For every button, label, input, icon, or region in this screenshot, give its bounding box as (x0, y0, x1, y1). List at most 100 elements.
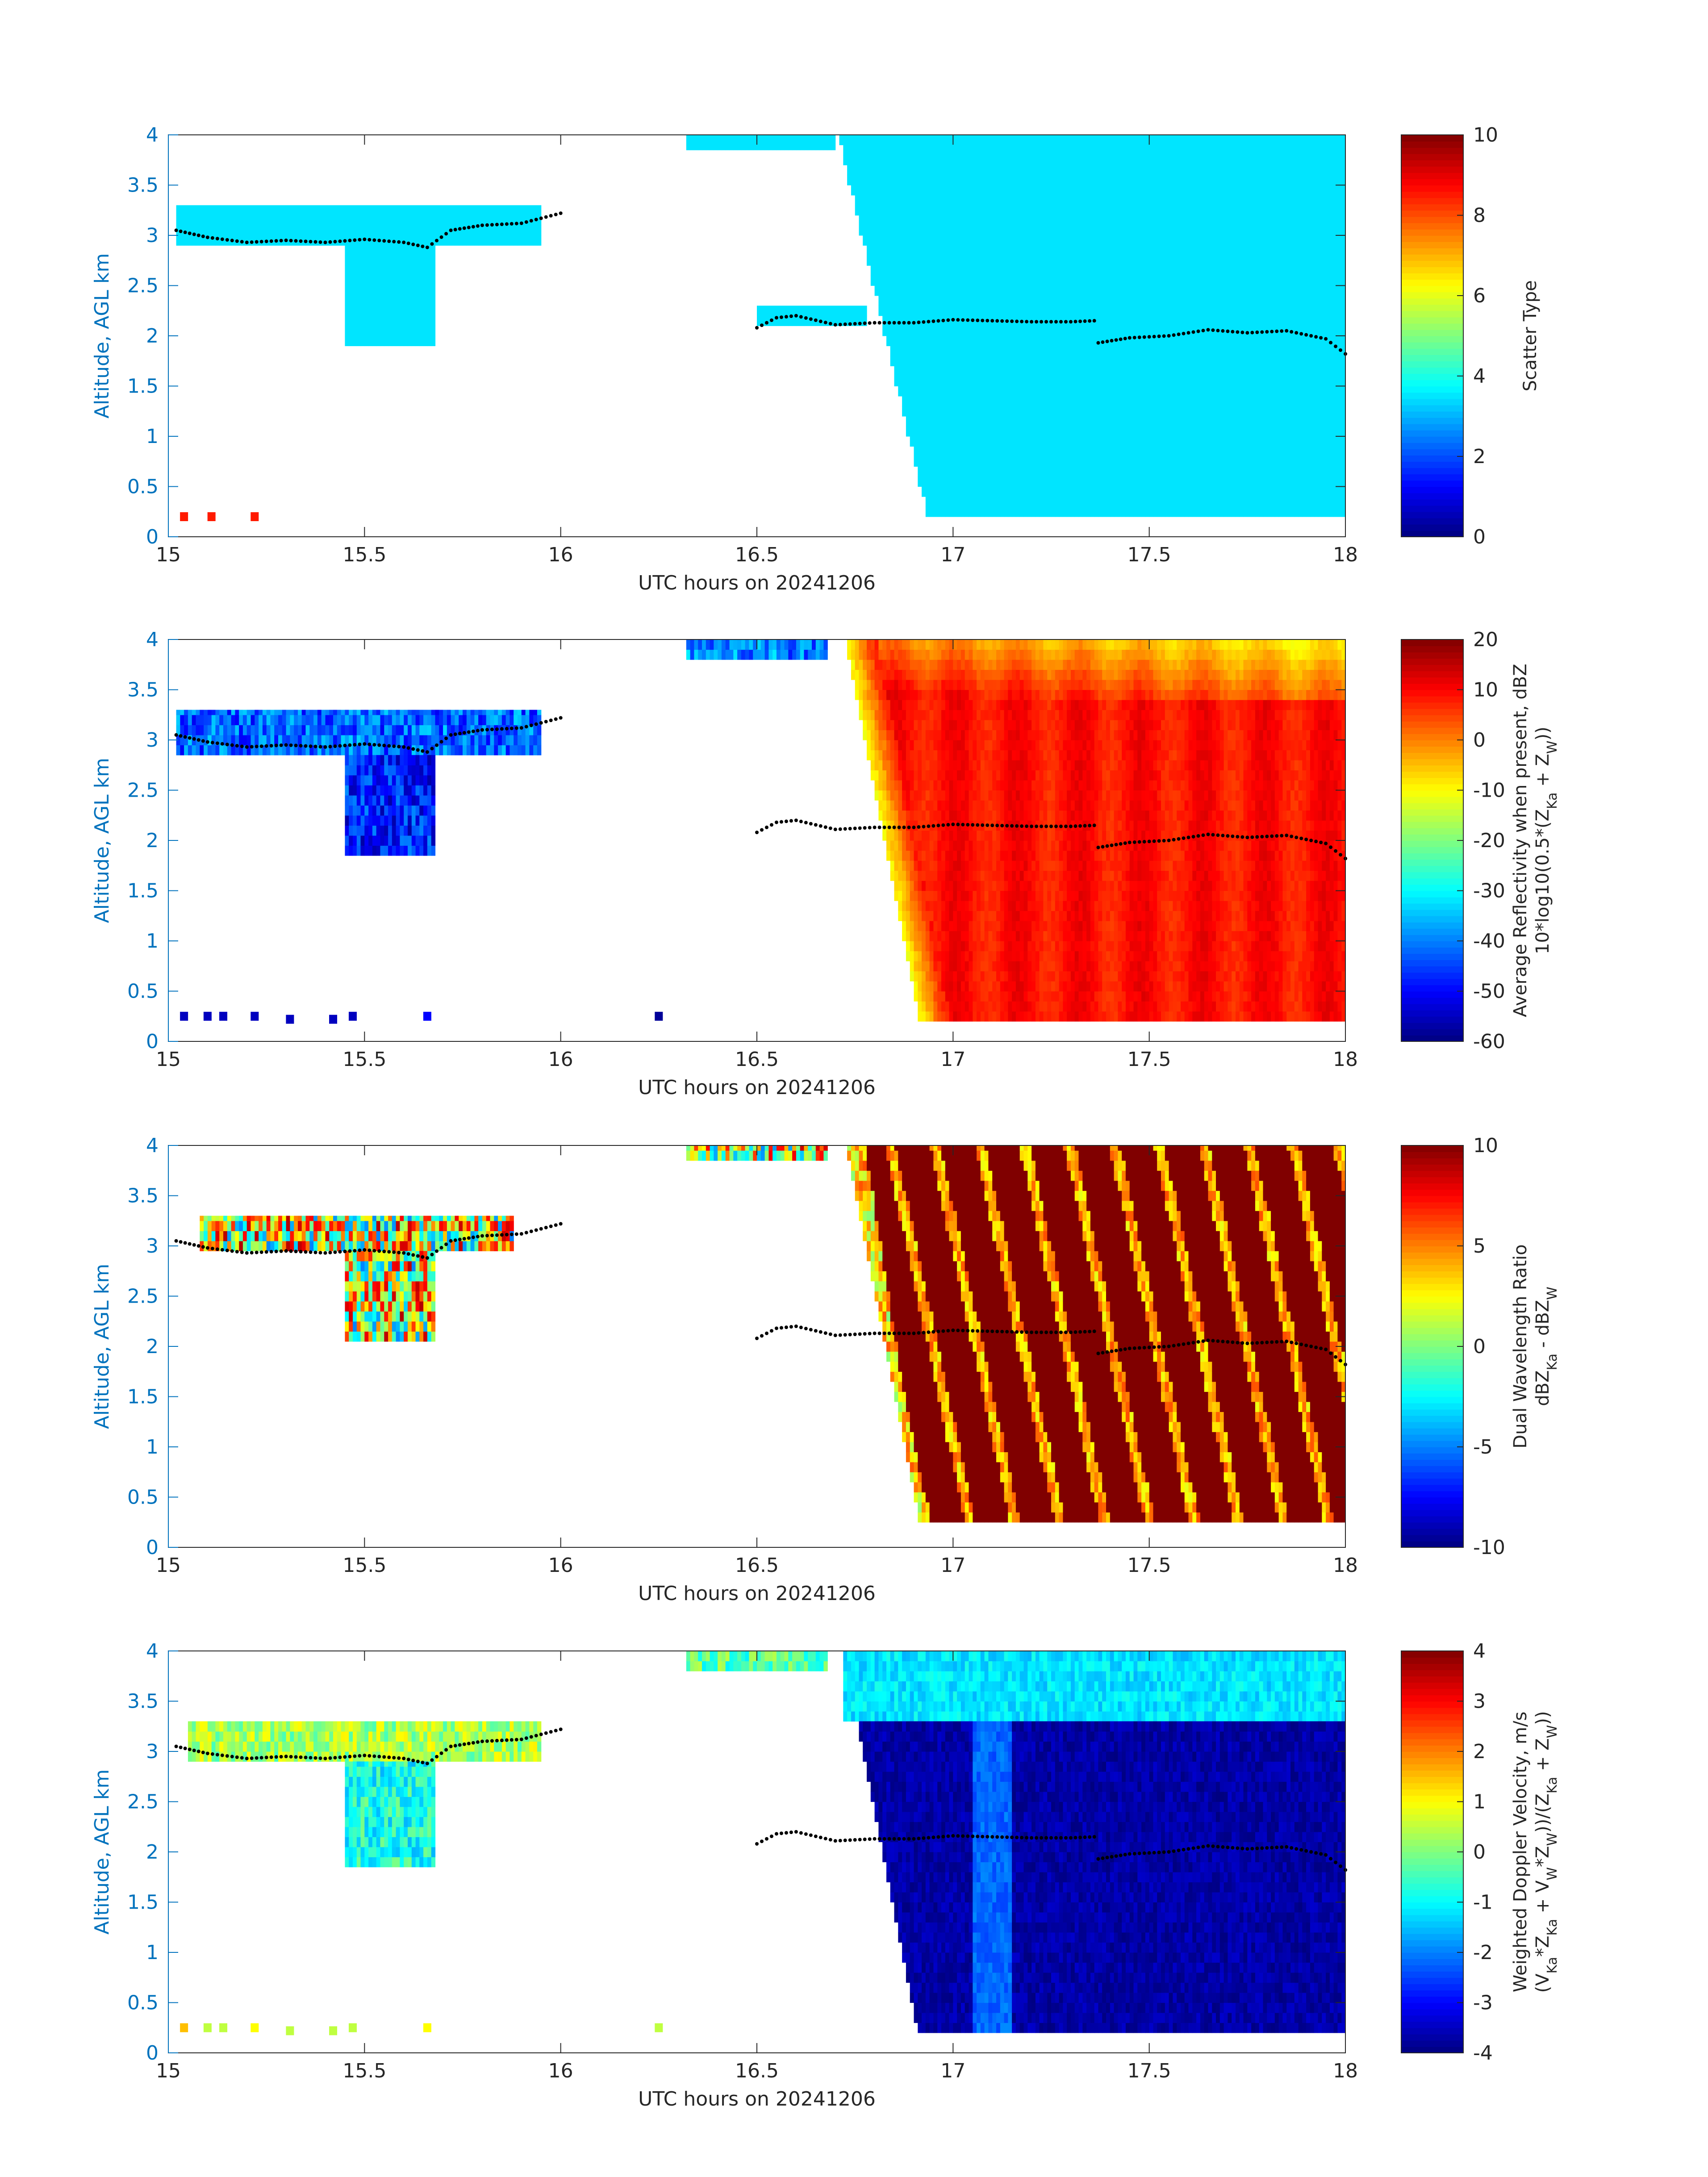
heatmap-cell (1192, 215, 1196, 226)
heatmap-cell (1318, 476, 1322, 487)
heatmap-cell (922, 406, 926, 417)
heatmap-cell (1181, 467, 1185, 477)
heatmap-cell (1282, 396, 1286, 406)
heatmap-cell (1259, 456, 1263, 467)
heatmap-cell (392, 255, 396, 266)
heatmap-cell (1196, 215, 1200, 226)
heatmap-cell (1224, 276, 1228, 286)
heatmap-cell (1137, 396, 1141, 406)
heatmap-cell (1244, 135, 1248, 145)
heatmap-cell (1075, 406, 1079, 417)
heatmap-cell (1051, 467, 1055, 477)
heatmap-cell (918, 396, 922, 406)
heatmap-cell (1161, 306, 1165, 316)
heatmap-cell (1165, 456, 1169, 467)
heatmap-cell (1004, 185, 1008, 196)
heatmap-cell (1106, 235, 1110, 246)
heatmap-cell (918, 215, 922, 226)
heatmap-cell (1071, 456, 1075, 467)
heatmap-cell (1177, 336, 1181, 346)
heatmap-cell (726, 135, 730, 140)
heatmap-cell (922, 175, 926, 185)
heatmap-cell (1196, 175, 1200, 185)
heatmap-cell (1204, 467, 1208, 477)
heatmap-cell (1267, 175, 1271, 185)
heatmap-cell (910, 175, 914, 185)
heatmap-cell (773, 306, 777, 316)
heatmap-cell (1027, 175, 1031, 185)
heatmap-cell (1137, 366, 1141, 376)
heatmap-cell (1082, 366, 1086, 376)
heatmap-cell (490, 235, 494, 246)
heatmap-cell (1145, 276, 1149, 286)
heatmap-cell (1271, 487, 1275, 497)
heatmap-cell (1295, 416, 1299, 426)
heatmap-cell (1031, 487, 1036, 497)
heatmap-cell (1161, 135, 1165, 145)
heatmap-cell (1149, 356, 1153, 366)
heatmap-cell (910, 406, 914, 417)
heatmap-cell (1314, 155, 1318, 165)
heatmap-cell (255, 215, 259, 226)
heatmap-cell (1310, 396, 1314, 406)
heatmap-cell (1067, 266, 1071, 276)
heatmap-cell (1157, 386, 1161, 397)
heatmap-cell (1110, 326, 1114, 336)
heatmap-cell (1259, 276, 1263, 286)
heatmap-cell (1153, 487, 1157, 497)
heatmap-cell (1122, 226, 1126, 236)
heatmap-cell (1259, 366, 1263, 376)
heatmap-cell (357, 336, 361, 346)
heatmap-cell (1204, 306, 1208, 316)
heatmap-cell (945, 266, 949, 276)
heatmap-cell (898, 296, 902, 306)
heatmap-cell (930, 456, 934, 467)
heatmap-cell (1024, 296, 1028, 306)
heatmap-cell (1153, 266, 1157, 276)
heatmap-cell (977, 215, 981, 226)
heatmap-cell (1212, 195, 1216, 205)
heatmap-cell (1020, 406, 1024, 417)
heatmap-cell (1071, 306, 1075, 316)
heatmap-cell (1126, 467, 1130, 477)
heatmap-cell (1082, 507, 1086, 517)
heatmap-cell (965, 255, 969, 266)
heatmap-cell (1216, 406, 1220, 417)
heatmap-cell (1220, 476, 1224, 487)
heatmap-cell (1290, 487, 1295, 497)
heatmap-cell (1282, 135, 1286, 145)
heatmap-cell (1098, 487, 1102, 497)
heatmap-cell (1153, 145, 1157, 155)
heatmap-cell (1051, 396, 1055, 406)
heatmap-cell (1031, 165, 1036, 175)
heatmap-cell (965, 165, 969, 175)
heatmap-cell (1244, 476, 1248, 487)
heatmap-cell (969, 396, 973, 406)
heatmap-cell (945, 135, 949, 145)
heatmap-cell (1040, 487, 1044, 497)
heatmap-cell (1118, 487, 1122, 497)
heatmap-cell (180, 215, 184, 226)
heatmap-cell (1267, 286, 1271, 296)
heatmap-cell (1302, 476, 1306, 487)
heatmap-cell (1275, 215, 1279, 226)
heatmap-cell (1114, 155, 1118, 165)
heatmap-cell (1051, 447, 1055, 457)
heatmap-cell (1177, 195, 1181, 205)
heatmap-cell (1071, 165, 1075, 175)
heatmap-cell (1106, 306, 1110, 316)
heatmap-cell (1232, 316, 1236, 326)
heatmap-cell (957, 205, 961, 216)
heatmap-cell (1200, 286, 1204, 296)
heatmap-cell (1161, 296, 1165, 306)
heatmap-cell (1145, 436, 1149, 447)
heatmap-cell (384, 205, 388, 216)
heatmap-cell (788, 135, 792, 140)
heatmap-cell (1130, 476, 1134, 487)
heatmap-cell (988, 246, 992, 256)
heatmap-cell (992, 507, 996, 517)
heatmap-cell (1228, 356, 1232, 366)
heatmap-cell (1031, 175, 1036, 185)
heatmap-cell (1299, 215, 1303, 226)
heatmap-cell (1102, 467, 1106, 477)
